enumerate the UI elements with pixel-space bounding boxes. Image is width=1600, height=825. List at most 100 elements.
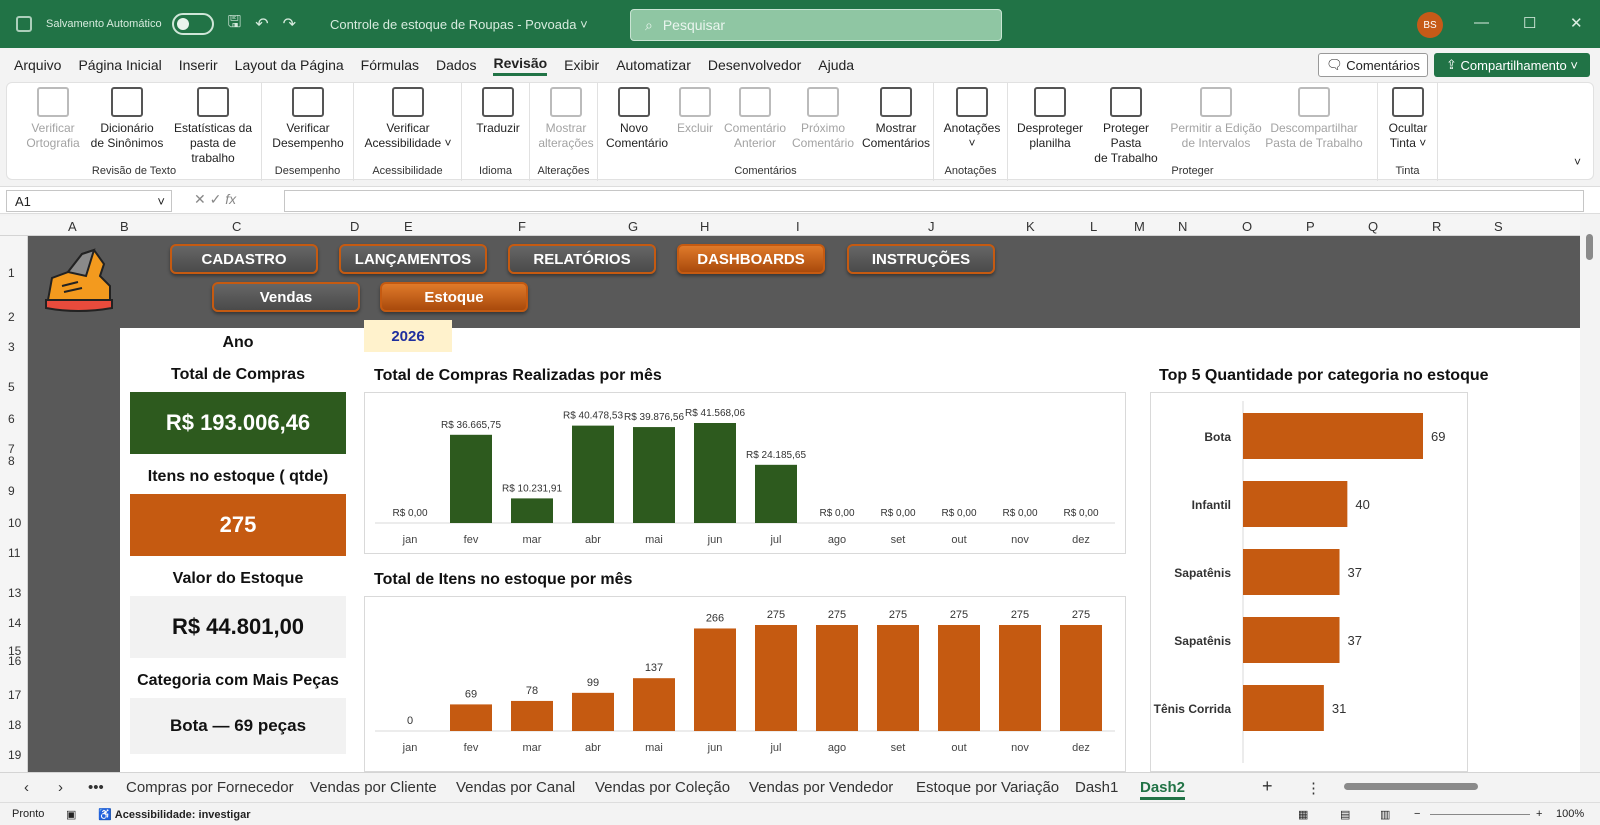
autosave-toggle[interactable] (171, 13, 214, 35)
more-tabs-icon[interactable]: ••• (88, 779, 104, 796)
name-box[interactable]: A1 ˅ (6, 190, 172, 212)
column-header-R[interactable]: R (1432, 219, 1442, 234)
row-header-13[interactable]: 13 (8, 586, 22, 600)
avatar[interactable]: BS (1417, 12, 1443, 38)
column-header-A[interactable]: A (68, 219, 77, 234)
column-header-C[interactable]: C (232, 219, 242, 234)
column-header-Q[interactable]: Q (1368, 219, 1379, 234)
column-header-B[interactable]: B (120, 219, 129, 234)
row-header-14[interactable]: 14 (8, 616, 22, 630)
accessibility-status[interactable]: ♿ Acessibilidade: investigar (98, 809, 251, 821)
column-header-J[interactable]: J (928, 219, 935, 234)
column-header-O[interactable]: O (1242, 219, 1253, 234)
row-header-18[interactable]: 18 (8, 718, 22, 732)
column-header-L[interactable]: L (1090, 219, 1098, 234)
row-header-11[interactable]: 11 (8, 546, 21, 560)
menu-item-6[interactable]: Revisão (493, 55, 548, 76)
vertical-scrollbar[interactable] (1580, 216, 1600, 772)
menu-item-4[interactable]: Fórmulas (360, 57, 419, 73)
row-header-7[interactable]: 7 (8, 442, 15, 456)
column-header-D[interactable]: D (350, 219, 360, 234)
column-header-I[interactable]: I (796, 219, 800, 234)
worksheet[interactable]: CADASTRO LANÇAMENTOS RELATÓRIOS DASHBOARDS I… (28, 236, 1580, 772)
row-header-1[interactable]: 1 (8, 266, 15, 280)
search-box[interactable]: ⌕ Pesquisar (630, 9, 1002, 41)
ribbon-button-0-2[interactable]: Estatísticas da pasta de trabalho (167, 87, 259, 166)
column-header-F[interactable]: F (518, 219, 526, 234)
redo-icon[interactable]: ↷ (282, 16, 297, 33)
ribbon-button-5-1[interactable]: Excluir (672, 87, 718, 136)
sheet-tab-6[interactable]: Dash1 (1075, 779, 1119, 796)
sheet-tab-4[interactable]: Vendas por Vendedor (749, 779, 894, 796)
nav-button-instruções[interactable]: INSTRUÇÕES (847, 244, 995, 274)
nav-button-relatórios[interactable]: RELATÓRIOS (508, 244, 656, 274)
minimize-icon[interactable]: — (1474, 14, 1489, 31)
row-header-3[interactable]: 3 (8, 340, 15, 354)
column-header-G[interactable]: G (628, 219, 639, 234)
menu-item-9[interactable]: Desenvolvedor (707, 57, 802, 73)
sheet-tab-5[interactable]: Estoque por Variação (916, 779, 1060, 796)
menu-item-5[interactable]: Dados (436, 57, 477, 73)
row-header-5[interactable]: 5 (8, 380, 15, 394)
nav-button-dashboards[interactable]: DASHBOARDS (677, 244, 825, 274)
ribbon-button-2-0[interactable]: Verificar Acessibilidade ˅ (362, 87, 454, 151)
column-header-K[interactable]: K (1026, 219, 1035, 234)
tab-options-icon[interactable]: ⋮ (1306, 780, 1321, 797)
ribbon-button-7-0[interactable]: Desproteger planilha (1012, 87, 1088, 151)
formula-input[interactable] (284, 190, 1584, 212)
ribbon-button-4-0[interactable]: Mostrar alterações (538, 87, 594, 151)
ribbon-button-5-4[interactable]: Mostrar Comentários (860, 87, 932, 151)
sheet-tab-0[interactable]: Compras por Fornecedor (126, 779, 294, 796)
subnav-button-estoque[interactable]: Estoque (380, 282, 528, 312)
row-header-6[interactable]: 6 (8, 412, 15, 426)
column-header-P[interactable]: P (1306, 219, 1315, 234)
ribbon-button-5-3[interactable]: Próximo Comentário (790, 87, 856, 151)
row-header-19[interactable]: 19 (8, 748, 22, 762)
sheet-tab-1[interactable]: Vendas por Cliente (310, 779, 437, 796)
column-header-E[interactable]: E (404, 219, 413, 234)
column-header-S[interactable]: S (1494, 219, 1503, 234)
column-header-M[interactable]: M (1134, 219, 1145, 234)
ribbon-button-6-0[interactable]: Anotações ˅ (942, 87, 1002, 151)
share-button[interactable]: ⇪ Compartilhamento ˅ (1434, 53, 1590, 77)
normal-view-icon[interactable]: ▦ (1298, 809, 1309, 821)
collapse-ribbon-icon[interactable]: ˅ (1573, 155, 1581, 169)
row-header-17[interactable]: 17 (8, 688, 22, 702)
menu-item-2[interactable]: Inserir (178, 57, 218, 73)
row-header-2[interactable]: 2 (8, 310, 15, 324)
subnav-button-vendas[interactable]: Vendas (212, 282, 360, 312)
row-header-8[interactable]: 8 (8, 454, 15, 468)
zoom-level[interactable]: 100% (1556, 808, 1585, 820)
row-header-16[interactable]: 16 (8, 654, 22, 668)
sheet-tab-2[interactable]: Vendas por Canal (456, 779, 576, 796)
menu-item-3[interactable]: Layout da Página (234, 57, 344, 73)
menu-item-8[interactable]: Automatizar (616, 57, 691, 73)
menu-item-0[interactable]: Arquivo (14, 57, 62, 73)
comments-button[interactable]: 🗨 Comentários (1318, 53, 1428, 77)
undo-icon[interactable]: ↶ (255, 16, 269, 33)
menu-item-1[interactable]: Página Inicial (78, 57, 162, 73)
ribbon-button-5-0[interactable]: Novo Comentário (606, 87, 668, 151)
fx-icon[interactable]: ✕ ✓ fx (194, 191, 237, 207)
tab-scroll-right-icon[interactable]: › (58, 779, 63, 796)
horizontal-scrollbar[interactable] (1334, 781, 1574, 793)
maximize-icon[interactable]: ☐ (1523, 15, 1537, 32)
page-layout-icon[interactable]: ▤ (1340, 809, 1351, 821)
ribbon-button-7-3[interactable]: Descompartilhar Pasta de Trabalho (1264, 87, 1364, 151)
ribbon-button-3-0[interactable]: Traduzir (470, 87, 526, 136)
ribbon-button-5-2[interactable]: Comentário Anterior (722, 87, 788, 151)
sheet-tab-3[interactable]: Vendas por Coleção (595, 779, 731, 796)
ribbon-button-1-0[interactable]: Verificar Desempenho (270, 87, 346, 151)
zoom-in-icon[interactable]: + (1536, 808, 1543, 820)
year-value[interactable]: 2026 (364, 320, 452, 352)
add-sheet-icon[interactable]: + (1262, 776, 1273, 796)
column-header-N[interactable]: N (1178, 219, 1188, 234)
ribbon-button-8-0[interactable]: Ocultar Tinta ˅ (1382, 87, 1434, 151)
ribbon-button-0-0[interactable]: Verificar Ortografia (15, 87, 91, 151)
menu-item-10[interactable]: Ajuda (818, 57, 855, 73)
tab-scroll-left-icon[interactable]: ‹ (24, 779, 29, 796)
column-header-H[interactable]: H (700, 219, 710, 234)
row-header-9[interactable]: 9 (8, 484, 15, 498)
ribbon-button-7-2[interactable]: Permitir a Edição de Intervalos (1168, 87, 1264, 151)
zoom-slider[interactable] (1430, 814, 1530, 815)
